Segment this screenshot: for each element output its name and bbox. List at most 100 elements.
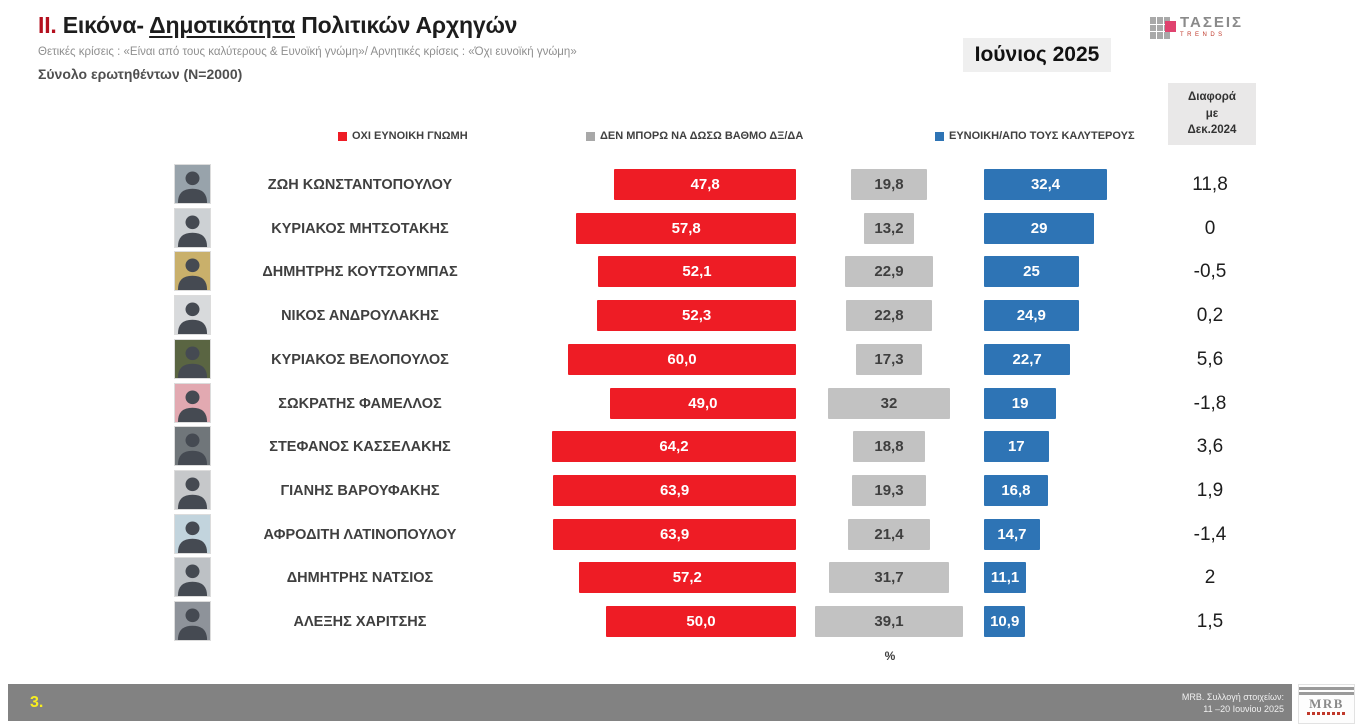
diff-value: 0: [1204, 217, 1216, 239]
diff-value: 3,6: [1196, 436, 1224, 458]
title-pre: Εικόνα-: [56, 12, 150, 38]
negative-bar: 63,9: [553, 518, 796, 550]
mrb-logo-stripes: [1299, 687, 1354, 697]
negative-bar: 60,0: [568, 343, 796, 375]
chart-rows: ΖΩΗ ΚΩΝΣΤΑΝΤΟΠΟΥΛΟΥ 47,8 19,8 32,4 11,8 …: [0, 163, 1360, 645]
footer-note-line2: 11 –20 Ιουνίου 2025: [1203, 703, 1284, 714]
politician-name: ΚΥΡΙΑΚΟΣ ΒΕΛΟΠΟΥΛΟΣ: [271, 351, 449, 368]
chart-row: ΝΙΚΟΣ ΑΝΔΡΟΥΛΑΚΗΣ 52,3 22,8 24,9 0,2: [0, 294, 1360, 338]
politician-avatar: [174, 601, 211, 641]
taseis-logo-text: ΤΑΣΕΙΣ: [1180, 14, 1244, 31]
chart-row: ΓΙΑΝΗΣ ΒΑΡΟΥΦΑΚΗΣ 63,9 19,3 16,8 1,9: [0, 469, 1360, 513]
taseis-grid-icon: [1150, 15, 1176, 41]
footer-note-line1: MRB. Συλλογή στοιχείων:: [1181, 691, 1284, 702]
undecided-bar: 32: [828, 387, 950, 419]
positive-bar: 32,4: [984, 169, 1108, 200]
footer-note: MRB. Συλλογή στοιχείων: 11 –20 Ιουνίου 2…: [1182, 690, 1284, 714]
politician-avatar: [174, 469, 211, 510]
undecided-bar: 21,4: [848, 518, 930, 550]
taseis-logo: ΤΑΣΕΙΣ TRENDS: [1150, 15, 1243, 41]
politician-name: ΣΤΕΦΑΝΟΣ ΚΑΣΣΕΛΑΚΗΣ: [269, 439, 451, 456]
politician-avatar: [174, 382, 211, 423]
politician-avatar: [174, 164, 211, 204]
legend-item-undecided: ΔΕΝ ΜΠΟΡΩ ΝΑ ΔΩΣΩ ΒΑΘΜΟ ΔΞ/ΔΑ: [586, 130, 803, 142]
politician-name: ΓΙΑΝΗΣ ΒΑΡΟΥΦΑΚΗΣ: [280, 482, 440, 499]
diff-value: -1,4: [1193, 523, 1227, 545]
politician-avatar: [174, 426, 211, 467]
positive-bar: 10,9: [984, 606, 1026, 637]
undecided-bar: 22,8: [845, 300, 933, 332]
politician-name: ΚΥΡΙΑΚΟΣ ΜΗΤΣΟΤΑΚΗΣ: [271, 220, 449, 237]
negative-bar: 64,2: [552, 431, 796, 463]
title-underlined: Δημοτικότητα: [149, 12, 296, 38]
negative-bar: 50,0: [606, 606, 796, 637]
chart-row: ΑΦΡΟΔΙΤΗ ΛΑΤΙΝΟΠΟΥΛΟΥ 63,9 21,4 14,7 -1,…: [0, 513, 1360, 557]
undecided-bar: 17,3: [856, 343, 922, 375]
positive-bar: 22,7: [984, 343, 1071, 375]
diff-column-header: Διαφορά με Δεκ.2024: [1168, 83, 1256, 145]
diff-value: -0,5: [1193, 261, 1227, 283]
diff-value: 1,9: [1196, 479, 1224, 501]
legend-swatch-blue: [935, 131, 944, 141]
politician-avatar: [174, 207, 211, 248]
title-numeral: ΙΙ.: [38, 12, 57, 38]
politician-avatar: [174, 513, 211, 554]
undecided-bar: 22,9: [845, 256, 933, 288]
politician-name: ΝΙΚΟΣ ΑΝΔΡΟΥΛΑΚΗΣ: [281, 308, 439, 325]
politician-name: ΔΗΜΗΤΡΗΣ ΚΟΥΤΣΟΥΜΠΑΣ: [262, 264, 458, 281]
positive-bar: 16,8: [984, 474, 1048, 506]
page-title: ΙΙ. Εικόνα- Δημοτικότητα Πολιτικών Αρχηγ…: [38, 12, 517, 39]
legend-label: ΕΥΝΟΙΚΗ/ΑΠΟ ΤΟΥΣ ΚΑΛΥΤΕΡΟΥΣ: [949, 130, 1135, 142]
politician-name: ΑΦΡΟΔΙΤΗ ΛΑΤΙΝΟΠΟΥΛΟΥ: [263, 526, 457, 543]
positive-bar: 17: [984, 431, 1049, 463]
undecided-bar: 19,3: [852, 474, 926, 506]
politician-name: ΑΛΕΞΗΣ ΧΑΡΙΤΣΗΣ: [293, 614, 427, 630]
undecided-bar: 13,2: [863, 212, 915, 244]
period-badge: Ιούνιος 2025: [963, 38, 1111, 72]
undecided-bar: 19,8: [851, 169, 927, 200]
undecided-bar: 18,8: [853, 431, 925, 463]
positive-bar: 11,1: [984, 562, 1027, 594]
politician-name: ΣΩΚΡΑΤΗΣ ΦΑΜΕΛΛΟΣ: [278, 395, 442, 412]
taseis-logo-subtext: TRENDS: [1180, 32, 1226, 38]
politician-avatar: [174, 338, 211, 379]
negative-bar: 52,3: [597, 300, 796, 332]
diff-value: 0,2: [1196, 305, 1224, 327]
negative-bar: 63,9: [553, 474, 796, 506]
diff-value: 5,6: [1196, 348, 1224, 370]
positive-bar: 25: [984, 256, 1079, 288]
chart-row: ΑΛΕΞΗΣ ΧΑΡΙΤΣΗΣ 50,0 39,1 10,9 1,5: [0, 600, 1360, 644]
positive-bar: 14,7: [984, 518, 1040, 550]
negative-bar: 49,0: [609, 387, 796, 419]
chart-row: ΔΗΜΗΤΡΗΣ ΚΟΥΤΣΟΥΜΠΑΣ 52,1 22,9 25 -0,5: [0, 250, 1360, 294]
chart-row: ΖΩΗ ΚΩΝΣΤΑΝΤΟΠΟΥΛΟΥ 47,8 19,8 32,4 11,8: [0, 163, 1360, 207]
undecided-bar: 39,1: [814, 606, 964, 637]
mrb-logo-text: MRB: [1309, 696, 1344, 711]
negative-bar: 57,8: [576, 212, 796, 244]
legend-item-positive: ΕΥΝΟΙΚΗ/ΑΠΟ ΤΟΥΣ ΚΑΛΥΤΕΡΟΥΣ: [935, 130, 1135, 142]
diff-value: 11,8: [1192, 174, 1228, 195]
positive-bar: 24,9: [984, 300, 1079, 332]
chart-row: ΚΥΡΙΑΚΟΣ ΜΗΤΣΟΤΑΚΗΣ 57,8 13,2 29 0: [0, 207, 1360, 251]
negative-bar: 47,8: [614, 169, 796, 200]
negative-bar: 57,2: [578, 562, 796, 594]
chart-row: ΚΥΡΙΑΚΟΣ ΒΕΛΟΠΟΥΛΟΣ 60,0 17,3 22,7 5,6: [0, 338, 1360, 382]
sample-size: Σύνολο ερωτηθέντων (N=2000): [38, 66, 243, 82]
politician-avatar: [174, 295, 211, 336]
footer-bar: 3. MRB. Συλλογή στοιχείων: 11 –20 Ιουνίο…: [8, 684, 1292, 721]
percent-axis-label: %: [884, 649, 896, 663]
politician-avatar: [174, 251, 211, 292]
subtitle: Θετικές κρίσεις : «Είναι από τους καλύτε…: [38, 46, 577, 58]
negative-bar: 52,1: [598, 256, 796, 288]
undecided-bar: 31,7: [828, 562, 950, 594]
diff-value: 1,5: [1196, 611, 1224, 632]
legend-swatch-red: [338, 131, 347, 141]
diff-value: -1,8: [1193, 392, 1227, 414]
title-post: Πολιτικών Αρχηγών: [295, 12, 518, 38]
diff-value: 2: [1204, 567, 1216, 589]
positive-bar: 19: [984, 387, 1057, 419]
politician-avatar: [174, 557, 211, 598]
politician-name: ΖΩΗ ΚΩΝΣΤΑΝΤΟΠΟΥΛΟΥ: [267, 177, 453, 193]
chart-row: ΣΤΕΦΑΝΟΣ ΚΑΣΣΕΛΑΚΗΣ 64,2 18,8 17 3,6: [0, 425, 1360, 469]
